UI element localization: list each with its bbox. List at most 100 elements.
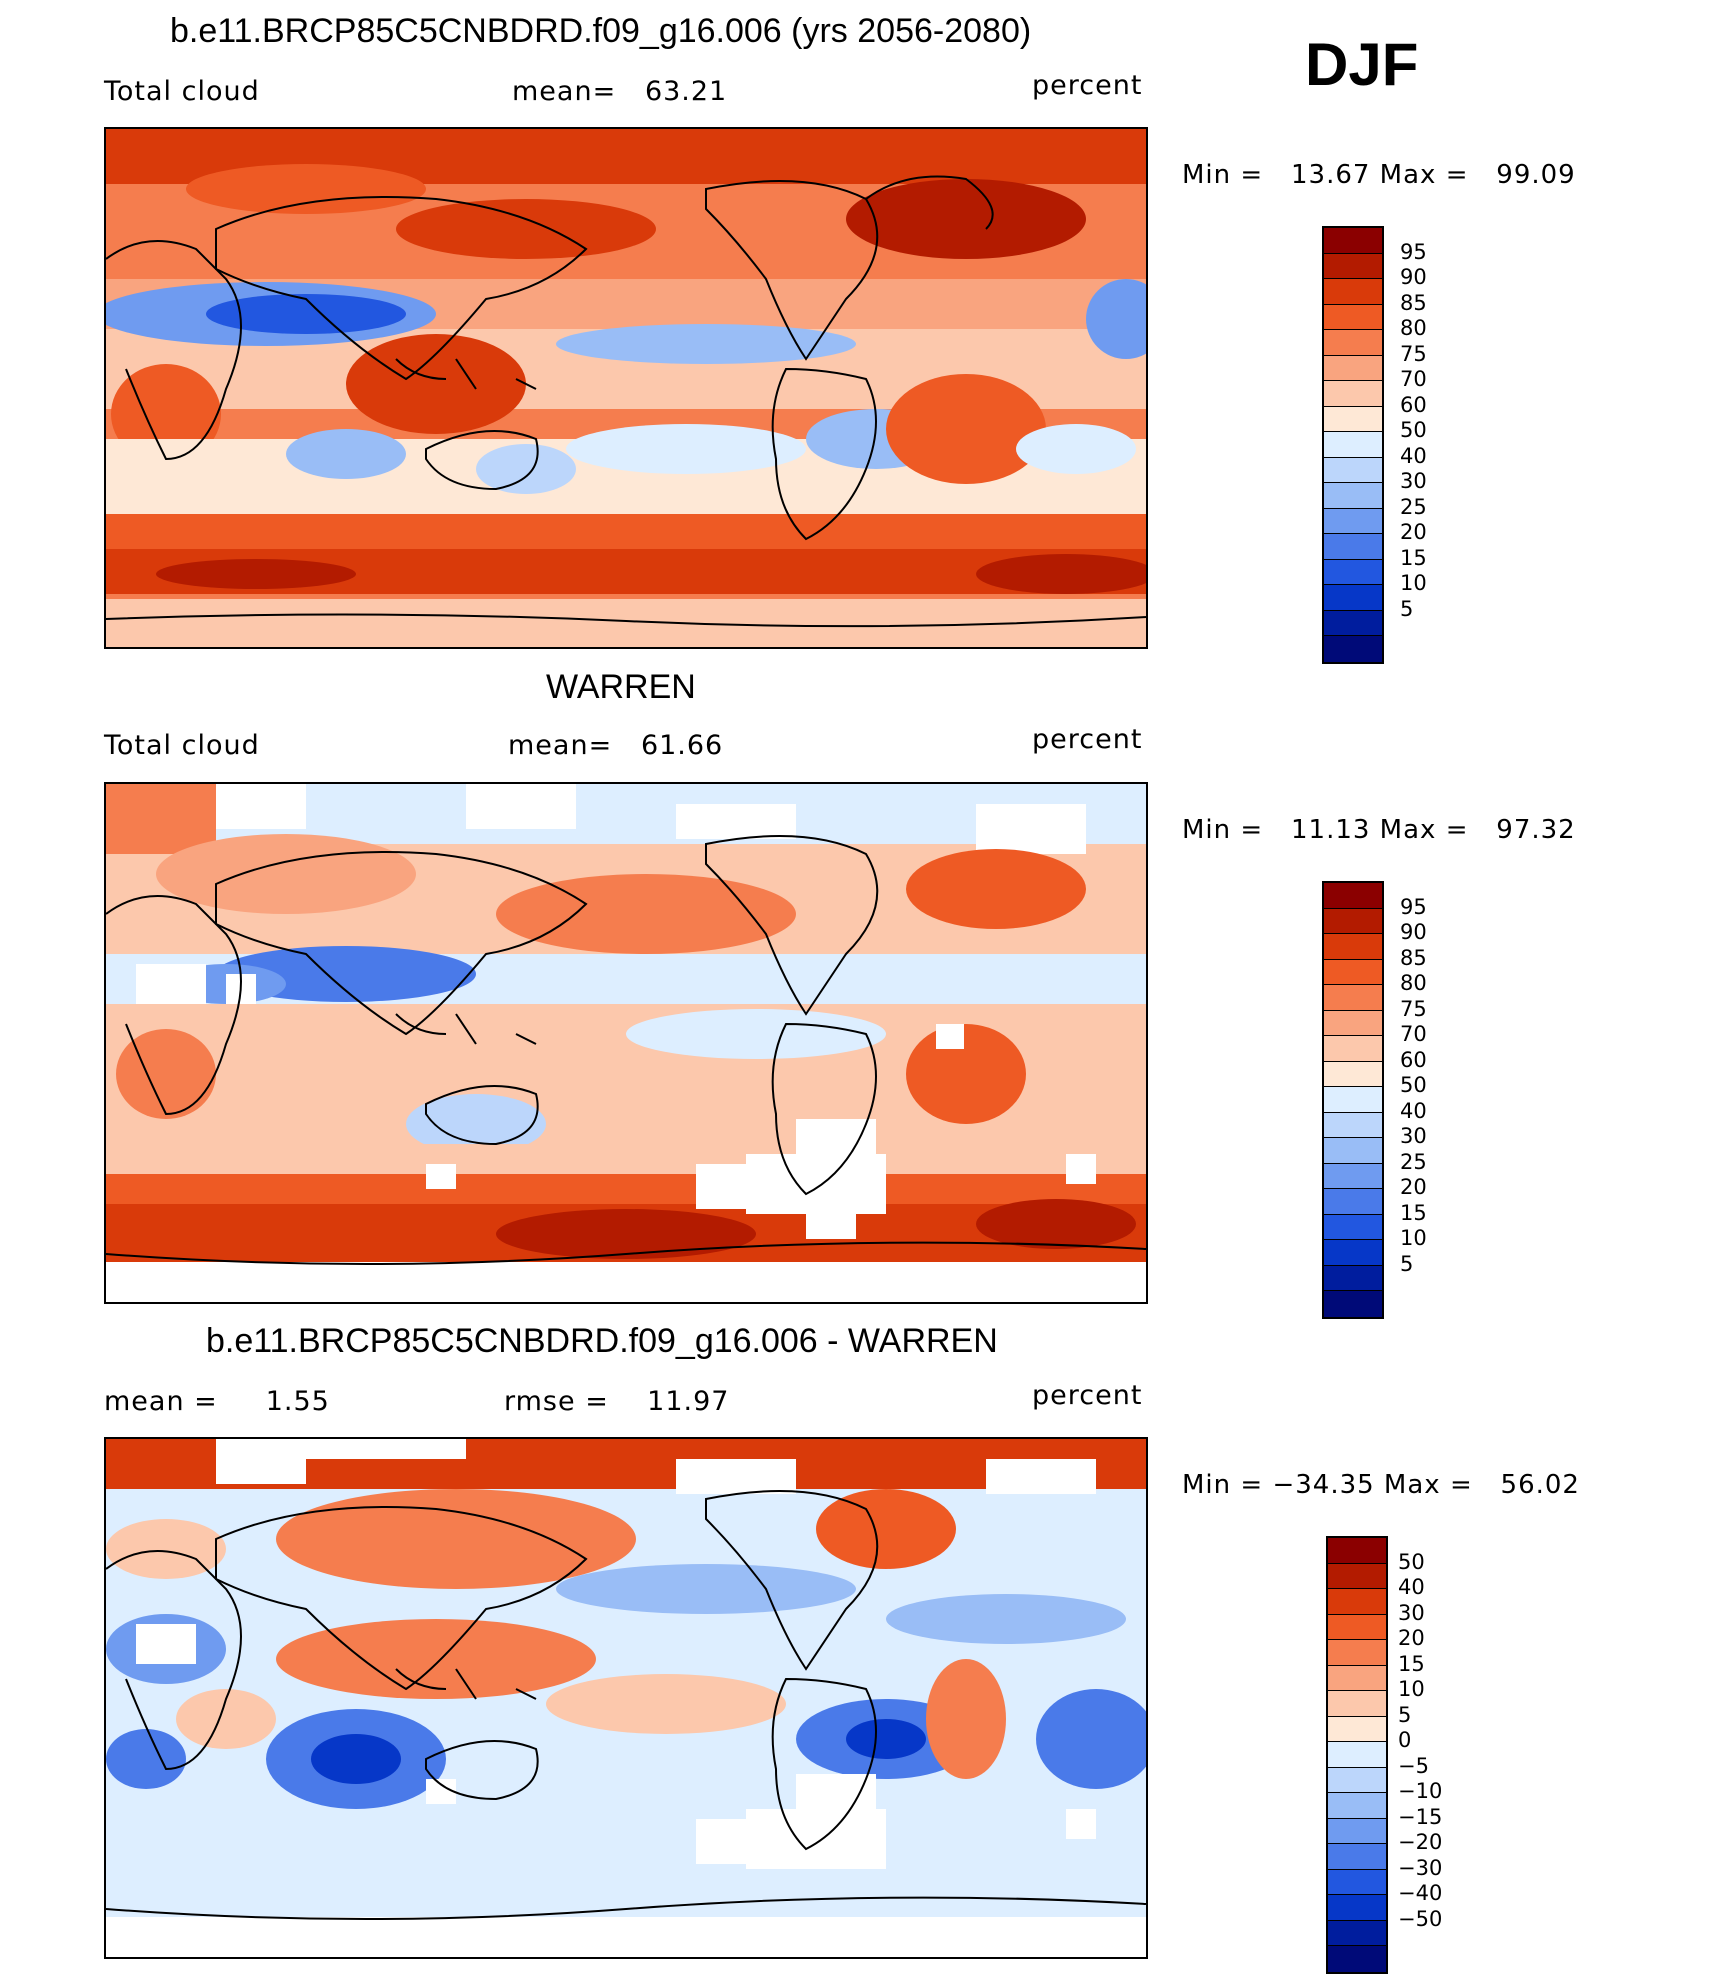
colorbar-tick-label: 15 [1400, 545, 1427, 570]
panel-2-mean-label: mean= 61.66 [508, 730, 724, 761]
colorbar-swatch [1328, 1563, 1386, 1589]
colorbar-swatch [1328, 1844, 1386, 1870]
colorbar-tick-label: 25 [1400, 1149, 1427, 1174]
colorbar-swatch [1324, 1036, 1382, 1062]
colorbar-swatch [1328, 1640, 1386, 1666]
colorbar-tick-label: 50 [1400, 418, 1427, 442]
colorbar-tick-label: 85 [1400, 945, 1427, 970]
season-label: DJF [1305, 31, 1419, 98]
colorbar-tick-label: −40 [1398, 1881, 1443, 1905]
colorbar-swatch [1324, 908, 1382, 934]
colorbar-tick-label: −20 [1398, 1830, 1443, 1854]
colorbar-swatch [1324, 610, 1382, 636]
colorbar-tick-label: 60 [1400, 392, 1427, 417]
colorbar-swatch [1324, 883, 1382, 909]
colorbar-tick-label: 30 [1400, 1124, 1427, 1148]
colorbar-tick-label: 20 [1400, 1175, 1427, 1199]
colorbar-tick-label: 70 [1400, 367, 1427, 391]
colorbar-swatch [1324, 534, 1382, 560]
colorbar-tick-label: 30 [1400, 469, 1427, 493]
colorbar-swatch [1324, 253, 1382, 279]
colorbar-swatch [1324, 432, 1382, 458]
colorbar-swatch [1324, 959, 1382, 985]
colorbar-tick-label: 80 [1400, 971, 1427, 995]
colorbar-swatch [1324, 1087, 1382, 1113]
colorbar-tick-label: 95 [1400, 239, 1427, 264]
colorbar-swatch [1324, 1010, 1382, 1036]
panel-1-min-max: Min = 13.67 Max = 99.09 [1182, 160, 1576, 190]
colorbar-swatch [1324, 1163, 1382, 1189]
colorbar-swatch [1324, 1189, 1382, 1215]
colorbar-swatch [1328, 1589, 1386, 1615]
colorbar-tick-label: 90 [1400, 920, 1427, 944]
colorbar-tick-label: 95 [1400, 894, 1427, 919]
colorbar-tick-label: 90 [1400, 265, 1427, 289]
colorbar-tick-label: 85 [1400, 290, 1427, 315]
colorbar-swatch [1324, 1138, 1382, 1164]
colorbar-tick-label: 75 [1400, 341, 1427, 366]
colorbar-tick-label: 30 [1398, 1600, 1425, 1625]
colorbar-tick-label: 70 [1400, 1022, 1427, 1046]
colorbar-swatch [1328, 1742, 1386, 1768]
colorbar-tick-label: 25 [1400, 494, 1427, 519]
colorbar-swatch [1328, 1716, 1386, 1742]
panel-2-map [104, 782, 1148, 1304]
colorbar-swatch [1324, 330, 1382, 356]
colorbar-tick-label: 20 [1400, 520, 1427, 544]
colorbar-swatch [1328, 1665, 1386, 1691]
colorbar-tick-label: 5 [1398, 1702, 1412, 1727]
colorbar-tick-label: 20 [1398, 1626, 1425, 1650]
colorbar-swatch [1324, 934, 1382, 960]
colorbar-tick-label: 50 [1398, 1549, 1425, 1574]
panel-1-variable-label: Total cloud [104, 76, 260, 107]
colorbar-swatch [1328, 1538, 1386, 1564]
colorbar-tick-label: 50 [1400, 1073, 1427, 1097]
colorbar-swatch [1328, 1767, 1386, 1793]
panel-2-min-max: Min = 11.13 Max = 97.32 [1182, 815, 1576, 845]
colorbar-tick-label: −15 [1398, 1804, 1443, 1829]
colorbar-swatch [1324, 585, 1382, 611]
panel-3-colorbar [1326, 1536, 1388, 1974]
panel-2-colorbar [1322, 881, 1384, 1319]
colorbar-swatch [1324, 1214, 1382, 1240]
colorbar-swatch [1324, 406, 1382, 432]
panel-3-map [104, 1437, 1148, 1959]
colorbar-swatch [1324, 304, 1382, 330]
colorbar-swatch [1328, 1818, 1386, 1844]
colorbar-swatch [1324, 508, 1382, 534]
colorbar-swatch [1328, 1869, 1386, 1895]
panel-2-title: WARREN [546, 668, 696, 706]
colorbar-swatch [1328, 1793, 1386, 1819]
panel-3-mean-label: mean = 1.55 [104, 1386, 330, 1417]
colorbar-tick-label: 10 [1398, 1677, 1425, 1701]
panel-2-units-label: percent [1032, 724, 1143, 755]
colorbar-swatch [1328, 1614, 1386, 1640]
colorbar-tick-label: 40 [1400, 1098, 1427, 1123]
colorbar-tick-label: 15 [1398, 1651, 1425, 1676]
colorbar-swatch [1324, 1265, 1382, 1291]
colorbar-swatch [1324, 228, 1382, 254]
panel-3-title: b.e11.BRCP85C5CNBDRD.f09_g16.006 - WARRE… [206, 1322, 998, 1360]
colorbar-swatch [1328, 1691, 1386, 1717]
colorbar-tick-label: 75 [1400, 996, 1427, 1021]
panel-3-rmse-label: rmse = 11.97 [504, 1386, 730, 1417]
colorbar-swatch [1324, 279, 1382, 305]
colorbar-tick-label: 10 [1400, 571, 1427, 595]
colorbar-swatch [1324, 559, 1382, 585]
colorbar-swatch [1324, 1112, 1382, 1138]
colorbar-swatch [1328, 1895, 1386, 1921]
colorbar-swatch [1324, 483, 1382, 509]
colorbar-tick-label: 60 [1400, 1047, 1427, 1072]
colorbar-swatch [1324, 985, 1382, 1011]
colorbar-tick-label: 40 [1398, 1575, 1425, 1599]
colorbar-tick-label: 5 [1400, 1251, 1414, 1276]
colorbar-tick-label: −30 [1398, 1855, 1443, 1880]
colorbar-tick-label: −10 [1398, 1779, 1443, 1803]
colorbar-swatch [1328, 1920, 1386, 1946]
colorbar-swatch [1324, 1061, 1382, 1087]
colorbar-swatch [1324, 381, 1382, 407]
panel-1-title: b.e11.BRCP85C5CNBDRD.f09_g16.006 (yrs 20… [170, 12, 1032, 50]
panel-1-units-label: percent [1032, 70, 1143, 101]
colorbar-tick-label: 10 [1400, 1226, 1427, 1250]
colorbar-tick-label: −5 [1398, 1753, 1429, 1778]
